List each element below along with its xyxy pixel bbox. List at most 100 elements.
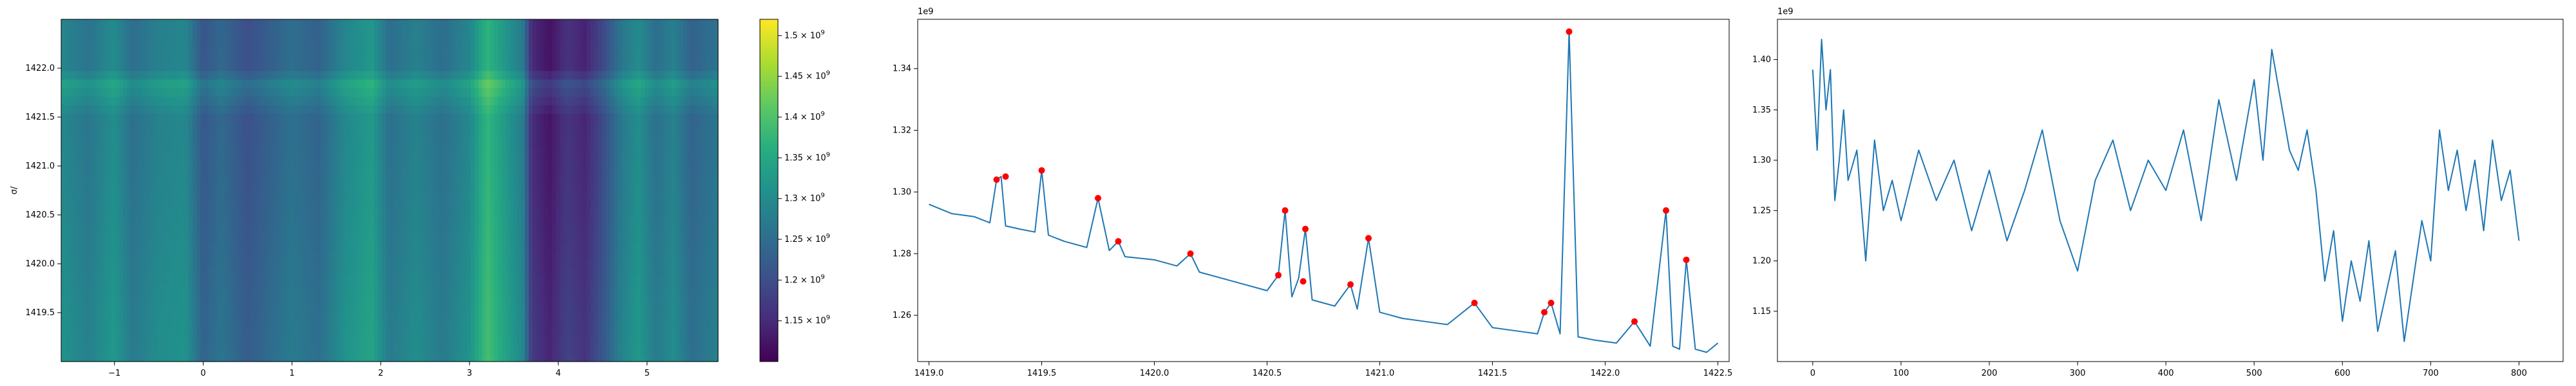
heatmap-cell — [166, 259, 170, 268]
heatmap-cell — [281, 19, 286, 28]
heatmap-cell — [397, 233, 402, 243]
heatmap-cell — [119, 301, 124, 311]
heatmap-cell — [189, 122, 193, 131]
heatmap-cell — [108, 156, 112, 165]
heatmap-cell — [513, 147, 518, 157]
heatmap-cell — [61, 267, 66, 277]
heatmap-cell — [251, 353, 255, 362]
heatmap-cell — [115, 70, 120, 80]
heatmap-cell — [181, 87, 185, 97]
heatmap-cell — [328, 233, 332, 243]
heatmap-cell — [138, 225, 143, 234]
heatmap-cell — [347, 181, 352, 191]
heatmap-cell — [397, 207, 402, 217]
heatmap-cell — [285, 36, 290, 46]
heatmap-cell — [305, 353, 309, 362]
heatmap-cell — [293, 301, 298, 311]
heatmap-cell — [297, 70, 301, 80]
heatmap-cell — [397, 36, 402, 46]
heatmap-cell — [424, 139, 429, 149]
heatmap-cell — [366, 53, 371, 63]
heatmap-cell — [154, 199, 158, 208]
heatmap-cell — [270, 87, 274, 97]
heatmap-cell — [254, 233, 259, 243]
heatmap-cell — [471, 318, 475, 328]
heatmap-cell — [77, 225, 81, 234]
heatmap-cell — [173, 53, 178, 63]
heatmap-cell — [343, 181, 348, 191]
heatmap-cell — [73, 173, 77, 183]
heatmap-cell — [227, 96, 232, 106]
heatmap-cell — [138, 293, 143, 302]
heatmap-cell — [494, 225, 498, 234]
heatmap-cell — [478, 241, 483, 251]
heatmap-cell — [212, 19, 216, 28]
heatmap-cell — [332, 156, 336, 165]
heatmap-cell — [92, 44, 97, 54]
heatmap-cell — [131, 216, 135, 225]
heatmap-cell — [119, 139, 124, 149]
heatmap-cell — [494, 62, 498, 71]
heatmap-cell — [397, 310, 402, 320]
heatmap-cell — [293, 336, 298, 345]
heatmap-cell — [239, 139, 243, 149]
heatmap-cell — [193, 19, 197, 28]
heatmap-cell — [227, 250, 232, 259]
heatmap-cell — [490, 250, 495, 259]
heatmap-cell — [463, 216, 468, 225]
heatmap-cell — [517, 327, 522, 336]
heatmap-cell — [409, 113, 413, 123]
heatmap-cell — [227, 233, 232, 243]
heatmap-cell — [289, 96, 294, 106]
heatmap-cell — [440, 173, 444, 183]
heatmap-cell — [455, 28, 460, 37]
heatmap-cell — [490, 87, 495, 97]
heatmap-cell — [258, 156, 263, 165]
heatmap-cell — [135, 36, 139, 46]
heatmap-cell — [285, 156, 290, 165]
heatmap-cell — [397, 44, 402, 54]
heatmap-cell — [142, 181, 147, 191]
heatmap-cell — [281, 310, 286, 320]
heatmap-cell — [440, 301, 444, 311]
heatmap-cell — [274, 28, 278, 37]
heatmap-cell — [200, 318, 205, 328]
heatmap-cell — [378, 301, 383, 311]
heatmap-cell — [478, 36, 483, 46]
heatmap-cell — [169, 225, 174, 234]
heatmap-cell — [270, 96, 274, 106]
heatmap-cell — [409, 216, 413, 225]
heatmap-cell — [111, 105, 116, 114]
heatmap-cell — [231, 233, 236, 243]
heatmap-cell — [463, 62, 468, 71]
heatmap-cell — [366, 216, 371, 225]
heatmap-cell — [181, 105, 185, 114]
heatmap-cell — [370, 353, 375, 362]
heatmap-cell — [428, 44, 433, 54]
heatmap-cell — [150, 19, 155, 28]
heatmap-cell — [417, 62, 421, 71]
heatmap-cell — [308, 225, 313, 234]
heatmap-cell — [451, 165, 456, 174]
heatmap-cell — [463, 165, 468, 174]
heatmap-cell — [374, 276, 379, 285]
heatmap-cell — [227, 87, 232, 97]
heatmap-cell — [281, 147, 286, 157]
heatmap-cell — [285, 241, 290, 251]
heatmap-cell — [281, 36, 286, 46]
heatmap-cell — [80, 293, 85, 302]
heatmap-cell — [227, 259, 232, 268]
heatmap-cell — [65, 19, 70, 28]
heatmap-cell — [490, 353, 495, 362]
heatmap-cell — [266, 276, 270, 285]
heatmap-cell — [65, 259, 70, 268]
heatmap-cell — [413, 199, 417, 208]
heatmap-cell — [424, 113, 429, 123]
heatmap-cell — [270, 259, 274, 268]
heatmap-cell — [285, 327, 290, 336]
heatmap-cell — [69, 267, 73, 277]
heatmap-cell — [339, 225, 344, 234]
heatmap-cell — [428, 53, 433, 63]
heatmap-cell — [312, 122, 317, 131]
heatmap-cell — [111, 19, 116, 28]
